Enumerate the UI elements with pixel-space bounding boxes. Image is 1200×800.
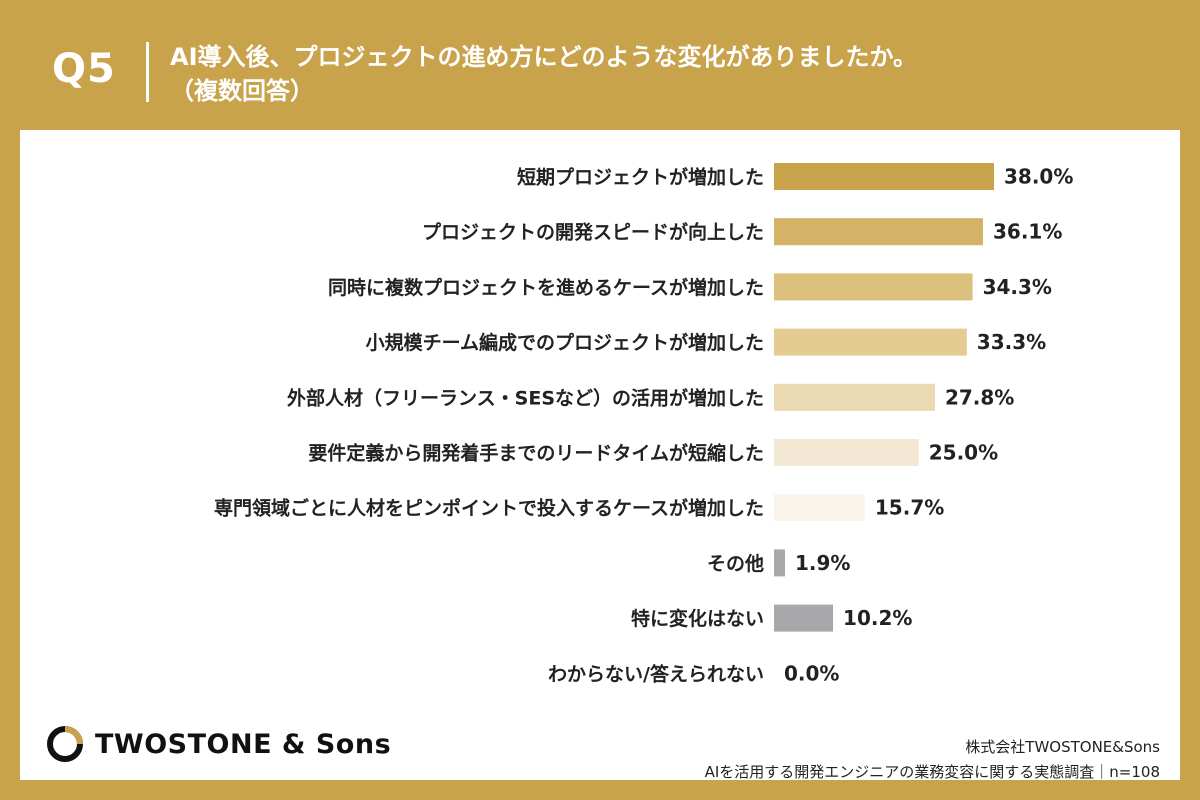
category-label: その他 xyxy=(707,552,764,575)
brand-mark-icon xyxy=(47,726,83,762)
bar xyxy=(774,549,785,577)
category-label: わからない/答えられない xyxy=(548,662,764,685)
value-label: 36.1% xyxy=(993,220,1062,244)
value-label: 25.0% xyxy=(929,441,998,465)
bar xyxy=(774,383,935,411)
category-label: 短期プロジェクトが増加した xyxy=(517,166,764,189)
survey-name: AIを活用する開発エンジニアの業務変容に関する実態調査｜n=108 xyxy=(704,763,1160,781)
category-label: 同時に複数プロジェクトを進めるケースが増加した xyxy=(328,276,764,299)
category-label: 外部人材（フリーランス・SESなど）の活用が増加した xyxy=(287,386,764,409)
bar xyxy=(774,494,865,522)
value-label: 10.2% xyxy=(843,606,912,630)
title-divider xyxy=(146,42,149,102)
question-title-line2: （複数回答） xyxy=(170,77,314,105)
bar xyxy=(774,328,967,356)
category-label: プロジェクトの開発スピードが向上した xyxy=(422,221,764,244)
question-title-line1: AI導入後、プロジェクトの進め方にどのような変化がありましたか。 xyxy=(170,43,918,71)
bar xyxy=(774,273,973,301)
chart-panel: 短期プロジェクトが増加した 38.0% プロジェクトの開発スピードが向上した 36.1… xyxy=(20,130,1180,780)
value-label: 34.3% xyxy=(983,275,1052,299)
category-label: 専門領域ごとに人材をピンポイントで投入するケースが増加した xyxy=(214,497,764,520)
source-note: 株式会社TWOSTONE&Sons AIを活用する開発エンジニアの業務変容に関す… xyxy=(705,735,1160,785)
bar xyxy=(774,439,919,466)
bar-chart: 短期プロジェクトが増加した 38.0% プロジェクトの開発スピードが向上した 36.1… xyxy=(214,163,1073,685)
value-label: 1.9% xyxy=(795,551,850,575)
category-label: 小規模チーム編成でのプロジェクトが増加した xyxy=(366,331,764,354)
brand-name: TWOSTONE & Sons xyxy=(95,728,392,760)
value-label: 38.0% xyxy=(1004,165,1073,189)
header: Q5 AI導入後、プロジェクトの進め方にどのような変化がありましたか。 （複数回… xyxy=(0,0,1200,130)
brand-logo: TWOSTONE & Sons xyxy=(45,722,391,766)
question-title: AI導入後、プロジェクトの進め方にどのような変化がありましたか。 （複数回答） xyxy=(170,40,917,108)
value-label: 33.3% xyxy=(977,330,1046,354)
category-label: 要件定義から開発着手までのリードタイムが短縮した xyxy=(308,442,764,465)
question-number: Q5 xyxy=(52,46,116,92)
category-label: 特に変化はない xyxy=(631,607,764,630)
company-name: 株式会社TWOSTONE&Sons xyxy=(965,738,1160,756)
value-label: 15.7% xyxy=(875,496,944,520)
value-label: 0.0% xyxy=(784,661,839,685)
bar xyxy=(774,218,983,246)
value-label: 27.8% xyxy=(945,385,1014,409)
bar xyxy=(774,163,994,190)
bar xyxy=(774,604,834,632)
